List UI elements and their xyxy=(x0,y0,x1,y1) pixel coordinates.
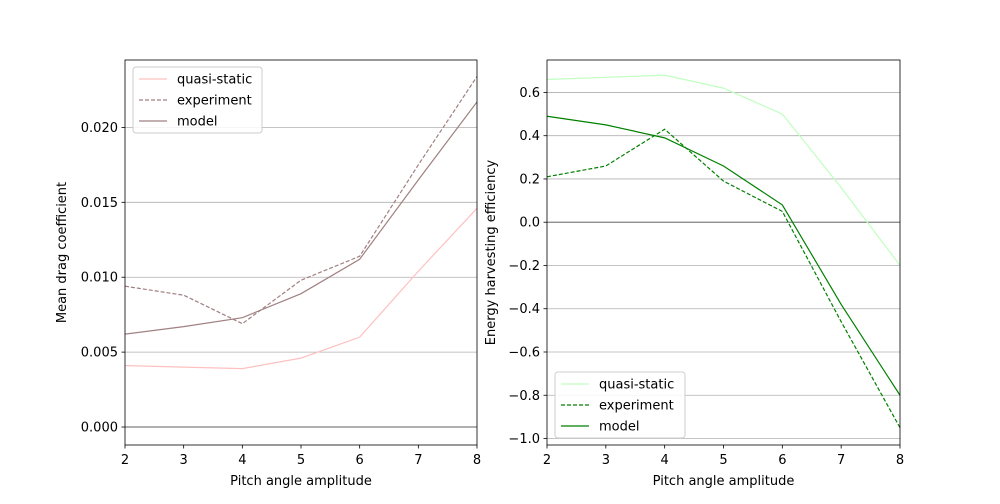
y-tick-label: −1.0 xyxy=(508,432,540,447)
legend-label-model: model xyxy=(599,420,639,435)
y-tick-label: 0.015 xyxy=(81,196,118,211)
subplot-1: 2 3 4 5 6 7 8 0.000 0.005 0.010 0.015 0.020 Pitch an… xyxy=(55,59,481,489)
legend-label-experiment: experiment xyxy=(177,94,252,109)
y-tick-label: 0.010 xyxy=(81,271,118,286)
y-tick-label: 0.005 xyxy=(81,346,118,361)
x-tick-label: 8 xyxy=(473,453,481,468)
y-axis-label: Mean drag coefficient xyxy=(55,182,70,323)
x-axis-label: Pitch angle amplitude xyxy=(653,474,795,489)
x-tick-label: 7 xyxy=(837,453,845,468)
y-tick-label: 0.000 xyxy=(81,421,118,436)
legend-label-quasi-static: quasi-static xyxy=(177,73,252,88)
y-tick-label: 0.4 xyxy=(519,129,540,144)
series-line-quasi-static xyxy=(124,207,478,370)
legend-box xyxy=(132,66,263,134)
series-line-model xyxy=(124,101,478,335)
x-tick-label: 5 xyxy=(297,453,305,468)
y-tick-label: 0.2 xyxy=(519,172,540,187)
series-line-experiment xyxy=(124,76,478,325)
legend-label-experiment: experiment xyxy=(599,399,674,414)
x-axis-label: Pitch angle amplitude xyxy=(230,474,372,489)
legend: quasi-static experiment model xyxy=(554,371,686,439)
subplot-2: 2 3 4 5 6 7 8 −1.0 −0.8 −0.6 −0.4 −0.2 0.0 0.2 0.4 0.6 P… xyxy=(484,59,904,489)
x-tick-label: 2 xyxy=(543,453,551,468)
y-tick-label: −0.4 xyxy=(508,302,540,317)
x-tick-label: 6 xyxy=(356,453,364,468)
y-tick-label: −0.2 xyxy=(508,259,540,274)
x-tick-label: 5 xyxy=(719,453,727,468)
x-tick-label: 2 xyxy=(121,453,129,468)
x-tick-label: 4 xyxy=(238,453,246,468)
y-tick-label: 0.0 xyxy=(519,216,540,231)
x-tick-label: 3 xyxy=(602,453,610,468)
y-tick-label: 0.6 xyxy=(519,86,540,101)
y-tick-label: −0.6 xyxy=(508,345,540,360)
y-tick-label: −0.8 xyxy=(508,389,540,404)
y-tick-label: 0.020 xyxy=(81,121,118,136)
x-tick-label: 7 xyxy=(414,453,422,468)
series-line-quasi-static xyxy=(546,74,901,266)
series-line-experiment xyxy=(546,128,901,428)
x-tick-label: 3 xyxy=(180,453,188,468)
y-axis-label: Energy harvesting efficiency xyxy=(484,160,499,346)
legend: quasi-static experiment model xyxy=(132,66,263,134)
x-tick-label: 8 xyxy=(896,453,904,468)
series-line-model xyxy=(546,115,901,396)
legend-label-quasi-static: quasi-static xyxy=(599,378,674,393)
x-tick-label: 6 xyxy=(778,453,786,468)
legend-box xyxy=(554,371,686,439)
x-tick-label: 4 xyxy=(661,453,669,468)
legend-label-model: model xyxy=(177,115,217,130)
